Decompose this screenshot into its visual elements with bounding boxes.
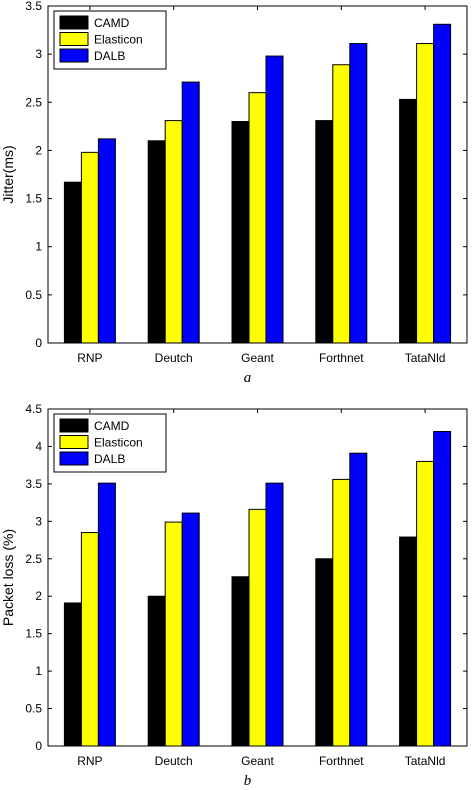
y-tick-label: 0 — [35, 739, 42, 753]
legend-swatch-camd — [59, 418, 89, 433]
legend-swatch-elasticon — [59, 435, 89, 449]
bar-camd-geant — [231, 576, 250, 747]
y-tick-label: 2 — [35, 143, 42, 157]
y-axis-label: Jitter(ms) — [0, 145, 16, 203]
legend-swatch-camd — [59, 15, 89, 30]
y-tick-label: 2.5 — [25, 95, 42, 109]
y-tick-label: 3 — [35, 514, 42, 528]
chart-panel-b: 0 0.5 1 1.5 2 2.5 3 3.5 4 4.5 Packet loss (%) RNP De… — [0, 402, 468, 789]
y-tick-label: 4 — [35, 439, 42, 453]
bar-dalb-geant — [265, 55, 284, 344]
legend-swatch-dalb — [59, 451, 89, 466]
x-tick-label: TataNld — [405, 754, 446, 768]
y-tick-label: 1.5 — [25, 627, 42, 641]
legend-label-dalb: DALB — [94, 49, 125, 63]
bar-camd-rnp — [63, 602, 82, 747]
legend-label-elasticon: Elasticon — [94, 436, 143, 450]
bar-dalb-tatanld — [433, 23, 452, 344]
bar-elasticon-deutch — [164, 521, 183, 747]
y-tick-label: 3.5 — [25, 477, 42, 491]
figure-caption: b — [244, 773, 252, 789]
bar-elasticon-tatanld — [416, 460, 435, 747]
legend-swatch-dalb — [59, 48, 89, 63]
x-tick-label: Deutch — [155, 754, 193, 768]
y-tick-label: 1.5 — [25, 192, 42, 206]
bar-camd-deutch — [147, 140, 166, 344]
y-tick-label: 2 — [35, 589, 42, 603]
legend-label-elasticon: Elasticon — [94, 33, 143, 47]
bar-camd-geant — [231, 121, 250, 344]
y-axis-label: Packet loss (%) — [0, 529, 16, 626]
x-tick-label: Geant — [241, 351, 274, 365]
x-tick-label: Deutch — [155, 351, 193, 365]
y-tick-label: 3.5 — [25, 0, 42, 13]
x-tick-label: RNP — [77, 351, 102, 365]
figure-caption: a — [244, 370, 252, 386]
x-tick-label: RNP — [77, 754, 102, 768]
bar-camd-tatanld — [399, 536, 418, 747]
y-tick-label: 1 — [35, 664, 42, 678]
bar-camd-forthnet — [315, 120, 334, 344]
bar-dalb-forthnet — [349, 452, 368, 747]
bar-dalb-deutch — [181, 81, 200, 344]
bar-camd-tatanld — [399, 98, 418, 344]
y-tick-label: 1 — [35, 240, 42, 254]
legend-label-camd: CAMD — [94, 419, 130, 433]
bar-elasticon-rnp — [80, 532, 99, 747]
bar-dalb-forthnet — [349, 43, 368, 344]
bar-dalb-geant — [265, 482, 284, 747]
bar-elasticon-deutch — [164, 120, 183, 344]
legend-label-dalb: DALB — [94, 452, 125, 466]
x-tick-label: TataNld — [405, 351, 446, 365]
bar-elasticon-tatanld — [416, 43, 435, 344]
bar-elasticon-geant — [248, 508, 267, 747]
bar-dalb-tatanld — [433, 430, 452, 747]
x-tick-label: Forthnet — [319, 351, 364, 365]
y-tick-label: 2.5 — [25, 552, 42, 566]
y-tick-label: 0.5 — [25, 702, 42, 716]
bar-dalb-rnp — [97, 138, 116, 344]
x-tick-label: Geant — [241, 754, 274, 768]
y-tick-label: 4.5 — [25, 402, 42, 416]
legend-swatch-elasticon — [59, 32, 89, 46]
y-tick-label: 0 — [35, 336, 42, 350]
bar-camd-rnp — [63, 181, 82, 344]
bar-elasticon-forthnet — [332, 64, 351, 344]
bar-elasticon-rnp — [80, 151, 99, 344]
bar-elasticon-forthnet — [332, 478, 351, 747]
chart-panel-a: 0 0.5 1 1.5 2 2.5 3 3.5 Jitter(ms) RNP Deutch Geant… — [0, 0, 468, 386]
bar-dalb-rnp — [97, 482, 116, 747]
x-tick-label: Forthnet — [319, 754, 364, 768]
legend-label-camd: CAMD — [94, 16, 130, 30]
bar-elasticon-geant — [248, 92, 267, 344]
y-tick-label: 0.5 — [25, 288, 42, 302]
bar-camd-deutch — [147, 595, 166, 747]
y-tick-label: 3 — [35, 47, 42, 61]
bar-camd-forthnet — [315, 558, 334, 747]
bar-dalb-deutch — [181, 512, 200, 747]
